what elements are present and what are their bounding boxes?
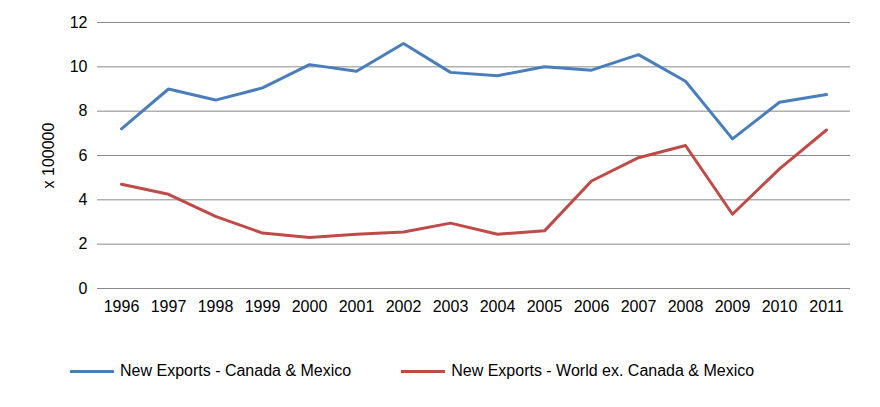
html-text:New Exports - Canada & Mexico: New Exports - Canada & Mexico [120,362,352,379]
svg-text:6: 6 [79,147,88,164]
svg-text:2010: 2010 [762,298,798,315]
svg-text:12: 12 [70,14,88,31]
html-text:New Exports - World ex. Canada: New Exports - World ex. Canada & Mexico [451,362,755,379]
svg-text:2: 2 [79,235,88,252]
svg-text:8: 8 [79,102,88,119]
svg-text:2001: 2001 [339,298,375,315]
svg-text:2004: 2004 [480,298,516,315]
svg-text:10: 10 [70,58,88,75]
svg-text:1997: 1997 [151,298,187,315]
svg-text:4: 4 [79,191,88,208]
svg-text:2005: 2005 [527,298,563,315]
svg-text:1996: 1996 [104,298,140,315]
svg-text:2000: 2000 [292,298,328,315]
svg-text:2002: 2002 [386,298,422,315]
svg-text:2009: 2009 [715,298,751,315]
svg-text:1999: 1999 [245,298,281,315]
svg-text:2006: 2006 [574,298,610,315]
svg-text:2011: 2011 [809,298,844,315]
svg-text:2007: 2007 [621,298,657,315]
svg-text:2003: 2003 [433,298,469,315]
svg-text:1998: 1998 [198,298,234,315]
svg-text:x 100000: x 100000 [40,122,57,188]
svg-text:0: 0 [79,280,88,297]
svg-text:2008: 2008 [668,298,704,315]
